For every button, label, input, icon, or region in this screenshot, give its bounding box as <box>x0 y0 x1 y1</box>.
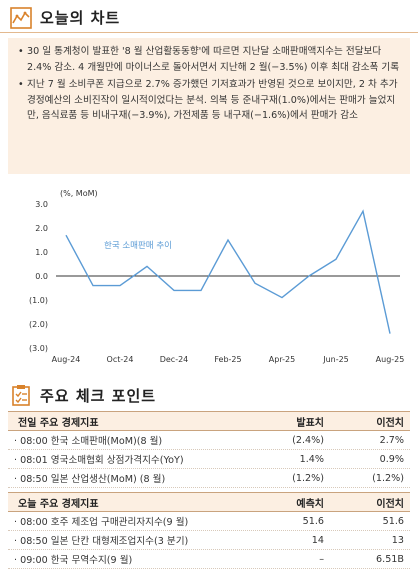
row-name: · 09:00 한국 무역수지(9 월) <box>14 555 133 566</box>
row-previous: (1.2%) <box>372 472 404 484</box>
x-tick-label: Jun-25 <box>322 355 349 364</box>
y-tick-label: 2.0 <box>35 224 48 233</box>
y-axis: 3.0 2.0 1.0 0.0 (1.0) (2.0) (3.0) <box>29 200 48 353</box>
section-title: 오늘의 차트 <box>40 9 121 27</box>
row-previous: 6.51B <box>376 553 404 565</box>
summary-paragraph-1: 30 일 통계청이 발표한 '8 월 산업활동동향'에 따르면 지난달 소매판매… <box>18 44 402 75</box>
row-actual: 1.4% <box>299 453 324 465</box>
legend-series-label: 한국 소매판매 추이 <box>104 240 172 251</box>
row-forecast: 14 <box>311 534 324 546</box>
row-name: · 08:50 일본 단칸 대형제조업지수(3 분기) <box>14 536 189 547</box>
table-row: · 08:00 호주 제조업 구매관리자지수(9 월) 51.6 51.6 <box>8 512 410 531</box>
checklist-icon <box>12 385 30 406</box>
row-previous: 2.7% <box>379 434 404 446</box>
table-row: · 08:01 영국소매협회 상점가격지수(YoY) 1.4% 0.9% <box>8 450 410 469</box>
table-row: · 08:50 일본 단칸 대형제조업지수(3 분기) 14 13 <box>8 531 410 550</box>
header-forecast: 예측치 <box>296 498 324 510</box>
table-header-previous-day: 전일 주요 경제지표 발표치 이전치 <box>8 411 410 431</box>
row-previous: 0.9% <box>379 453 404 465</box>
x-tick-label: Oct-24 <box>107 355 134 364</box>
summary-panel: 30 일 통계청이 발표한 '8 월 산업활동동향'에 따르면 지난달 소매판매… <box>8 38 410 174</box>
x-tick-label: Feb-25 <box>214 355 241 364</box>
table-header-today: 오늘 주요 경제지표 예측치 이전치 <box>8 492 410 512</box>
x-tick-label: Dec-24 <box>160 355 189 364</box>
row-name: · 08:00 호주 제조업 구매관리자지수(9 월) <box>14 517 189 528</box>
line-chart-icon <box>10 6 32 29</box>
row-actual: (2.4%) <box>292 434 324 446</box>
header-actual: 발표치 <box>296 417 324 429</box>
row-previous: 51.6 <box>382 515 404 527</box>
chart-svg: (%, MoM) 3.0 2.0 1.0 0.0 (1.0) (2.0) (3.0) Aug… <box>29 189 405 364</box>
header-previous: 이전치 <box>376 417 404 429</box>
y-tick-label: 3.0 <box>35 200 48 209</box>
row-forecast: – <box>319 553 324 565</box>
row-name: · 08:01 영국소매협회 상점가격지수(YoY) <box>14 455 184 466</box>
table-row: · 08:50 일본 산업생산(MoM) (8 월) (1.2%) (1.2%) <box>8 469 410 488</box>
y-tick-label: 1.0 <box>35 248 48 257</box>
row-actual: (1.2%) <box>292 472 324 484</box>
row-name: · 08:00 한국 소매판매(MoM)(8 월) <box>14 436 163 447</box>
header-indicator: 전일 주요 경제지표 <box>18 417 99 429</box>
y-tick-label: (1.0) <box>29 296 48 305</box>
y-tick-label: (3.0) <box>29 344 48 353</box>
x-tick-label: Aug-24 <box>52 355 81 364</box>
section-header-todays-chart: 오늘의 차트 <box>0 3 418 33</box>
chart-unit-label: (%, MoM) <box>60 189 98 198</box>
row-name: · 08:50 일본 산업생산(MoM) (8 월) <box>14 474 166 485</box>
summary-paragraph-2: 지난 7 월 소비쿠폰 지급으로 2.7% 증가했던 기저효과가 반영된 것으로… <box>18 77 402 124</box>
table-row: · 08:00 한국 소매판매(MoM)(8 월) (2.4%) 2.7% <box>8 431 410 450</box>
table-row: · 09:00 한국 무역수지(9 월) – 6.51B <box>8 550 410 569</box>
row-previous: 13 <box>391 534 404 546</box>
header-previous: 이전치 <box>376 498 404 510</box>
x-tick-label: Aug-25 <box>376 355 405 364</box>
y-tick-label: 0.0 <box>35 272 48 281</box>
x-tick-label: Apr-25 <box>269 355 295 364</box>
header-indicator: 오늘 주요 경제지표 <box>18 498 99 510</box>
indicator-tables: 전일 주요 경제지표 발표치 이전치 · 08:00 한국 소매판매(MoM)(… <box>8 411 410 569</box>
series-line <box>65 209 391 334</box>
y-tick-label: (2.0) <box>29 320 48 329</box>
retail-sales-chart: (%, MoM) 3.0 2.0 1.0 0.0 (1.0) (2.0) (3.0) Aug… <box>8 180 410 370</box>
x-axis: Aug-24 Oct-24 Dec-24 Feb-25 Apr-25 Jun-25 Aug-… <box>52 355 405 364</box>
section-title: 주요 체크 포인트 <box>40 386 157 405</box>
row-forecast: 51.6 <box>302 515 324 527</box>
section-header-check-points: 주요 체크 포인트 <box>0 380 418 410</box>
